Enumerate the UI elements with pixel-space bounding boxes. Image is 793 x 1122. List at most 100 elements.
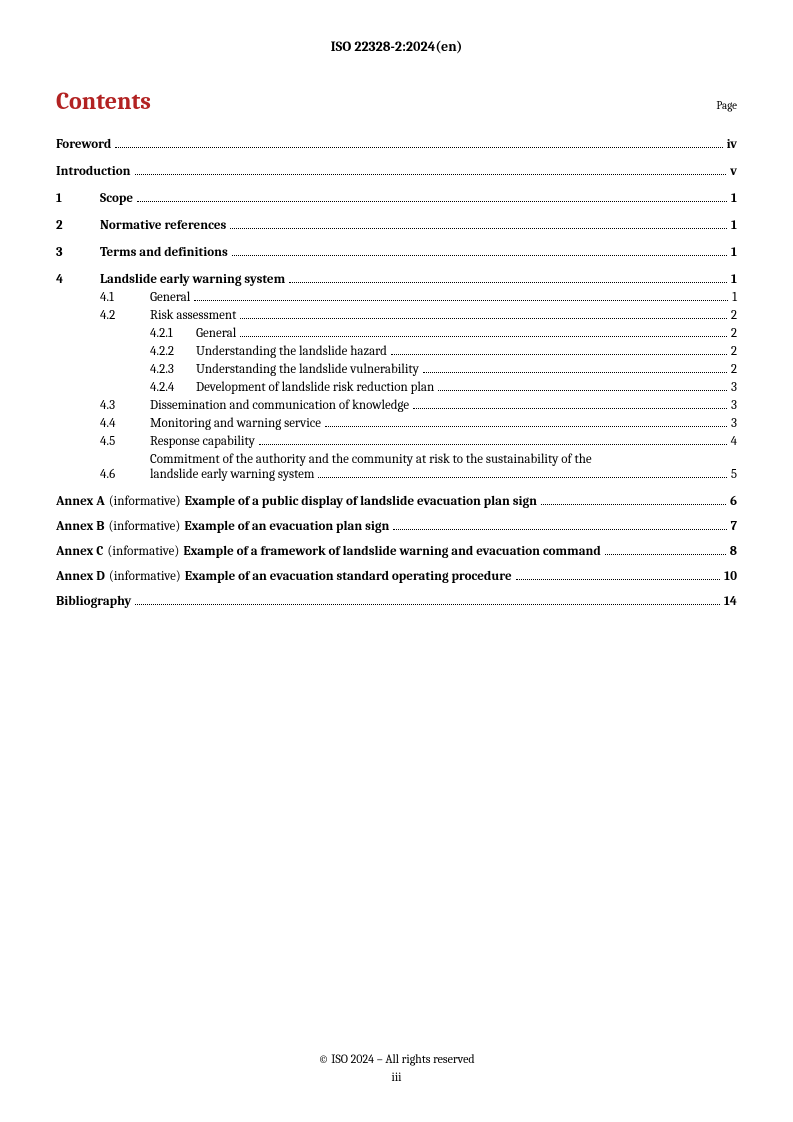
toc-section-4-2: 4.2 Risk assessment 2	[56, 308, 737, 323]
toc-entry-number: 1	[56, 191, 100, 206]
toc-section-3: 3 Terms and definitions 1	[56, 245, 737, 260]
leader-dots	[325, 426, 727, 427]
leader-dots	[289, 282, 727, 283]
toc-entry-title: General	[150, 290, 190, 305]
toc-entry-number: 2	[56, 218, 100, 233]
toc-entry-title: Understanding the landslide vulnerabilit…	[196, 362, 419, 377]
toc-entry-number: 3	[56, 245, 100, 260]
toc-annex-d: Annex D (informative) Example of an evac…	[56, 569, 737, 584]
toc-entry-number: 4	[56, 272, 100, 287]
toc-section-4-4: 4.4 Monitoring and warning service 3	[56, 416, 737, 431]
annex-title: Example of an evacuation plan sign	[184, 519, 389, 534]
toc-entry-title: Foreword	[56, 137, 111, 152]
toc-introduction: Introduction v	[56, 164, 737, 179]
contents-title: Contents	[56, 87, 151, 115]
toc-entry-page: 3	[731, 398, 737, 413]
table-of-contents: Foreword iv Introduction v 1 Scope 1 2 N…	[56, 137, 737, 609]
toc-entry-page: 1	[732, 290, 737, 305]
annex-info: (informative)	[109, 569, 181, 584]
toc-entry-page: 3	[731, 416, 737, 431]
leader-dots	[240, 336, 727, 337]
toc-section-1: 1 Scope 1	[56, 191, 737, 206]
leader-dots	[240, 318, 727, 319]
toc-entry-title: Introduction	[56, 164, 131, 179]
toc-entry-page: 1	[731, 218, 737, 233]
toc-entry-title: Understanding the landslide hazard	[196, 344, 387, 359]
toc-entry-title: Normative references	[100, 218, 226, 233]
toc-entry-title: Development of landslide risk reduction …	[196, 380, 434, 395]
annex-info: (informative)	[109, 494, 181, 509]
toc-entry-page: 10	[724, 569, 737, 584]
toc-entry-number: 4.2.3	[150, 362, 196, 377]
toc-entry-page: 14	[724, 594, 737, 609]
toc-section-4-3: 4.3 Dissemination and communication of k…	[56, 398, 737, 413]
toc-entry-title: Scope	[100, 191, 133, 206]
toc-entry-number: 4.3	[100, 398, 150, 413]
toc-section-4: 4 Landslide early warning system 1	[56, 272, 737, 287]
leader-dots	[137, 201, 727, 202]
toc-entry-title: General	[196, 326, 236, 341]
page-footer: © ISO 2024 – All rights reserved iii	[0, 1052, 793, 1084]
leader-dots	[259, 444, 727, 445]
toc-entry-title: Bibliography	[56, 594, 131, 609]
toc-foreword: Foreword iv	[56, 137, 737, 152]
toc-entry-page: v	[730, 164, 737, 179]
toc-entry-page: 4	[731, 434, 737, 449]
toc-entry-number: 4.1	[100, 290, 150, 305]
toc-section-4-5: 4.5 Response capability 4	[56, 434, 737, 449]
toc-entry-page: 7	[731, 519, 737, 534]
annex-label: Annex A	[56, 494, 105, 509]
toc-entry-number: 4.4	[100, 416, 150, 431]
toc-entry-page: 1	[731, 272, 737, 287]
annex-title: Example of a public display of landslide…	[185, 494, 537, 509]
toc-entry-number: 4.5	[100, 434, 150, 449]
toc-section-4-2-3: 4.2.3 Understanding the landslide vulner…	[56, 362, 737, 377]
leader-dots	[318, 477, 726, 478]
leader-dots	[232, 255, 727, 256]
toc-annex-c: Annex C (informative) Example of a frame…	[56, 544, 737, 559]
page-label: Page	[716, 99, 737, 112]
toc-bibliography: Bibliography 14	[56, 594, 737, 609]
toc-section-4-2-2: 4.2.2 Understanding the landslide hazard…	[56, 344, 737, 359]
annex-label: Annex C	[56, 544, 103, 559]
leader-dots	[135, 604, 720, 605]
toc-entry-number: 4.2	[100, 308, 150, 323]
toc-entry-page: 1	[731, 245, 737, 260]
toc-section-4-6: 4.6 Commitment of the authority and the …	[56, 452, 737, 482]
contents-heading-row: Contents Page	[56, 87, 737, 115]
leader-dots	[230, 228, 727, 229]
annex-label: Annex D	[56, 569, 105, 584]
toc-entry-title: Terms and definitions	[100, 245, 228, 260]
page-number: iii	[0, 1070, 793, 1084]
toc-entry-page: 8	[730, 544, 737, 559]
toc-entry-title: Landslide early warning system	[100, 272, 285, 287]
annex-info: (informative)	[108, 519, 180, 534]
annex-title: Example of an evacuation standard operat…	[185, 569, 512, 584]
annex-info: (informative)	[107, 544, 179, 559]
document-header: ISO 22328-2:2024(en)	[56, 38, 737, 55]
leader-dots	[413, 408, 727, 409]
toc-entry-title: Response capability	[150, 434, 255, 449]
leader-dots	[115, 147, 722, 148]
toc-section-4-2-1: 4.2.1 General 2	[56, 326, 737, 341]
toc-section-4-2-4: 4.2.4 Development of landslide risk redu…	[56, 380, 737, 395]
leader-dots	[423, 372, 727, 373]
annex-label: Annex B	[56, 519, 104, 534]
toc-entry-page: 2	[731, 308, 737, 323]
toc-entry-title: Risk assessment	[150, 308, 236, 323]
leader-dots	[194, 300, 728, 301]
leader-dots	[605, 554, 726, 555]
leader-dots	[541, 504, 726, 505]
toc-entry-page: 2	[731, 362, 737, 377]
toc-entry-title: Monitoring and warning service	[150, 416, 321, 431]
toc-entry-page: 1	[731, 191, 737, 206]
toc-section-2: 2 Normative references 1	[56, 218, 737, 233]
toc-entry-title-line1: Commitment of the authority and the comm…	[150, 452, 737, 467]
toc-entry-page: 2	[731, 344, 737, 359]
toc-entry-page: iv	[727, 137, 737, 152]
toc-entry-title-line2: landslide early warning system	[150, 467, 314, 482]
toc-entry-page: 5	[731, 467, 737, 482]
toc-entry-page: 2	[731, 326, 737, 341]
toc-annex-b: Annex B (informative) Example of an evac…	[56, 519, 737, 534]
leader-dots	[516, 579, 720, 580]
